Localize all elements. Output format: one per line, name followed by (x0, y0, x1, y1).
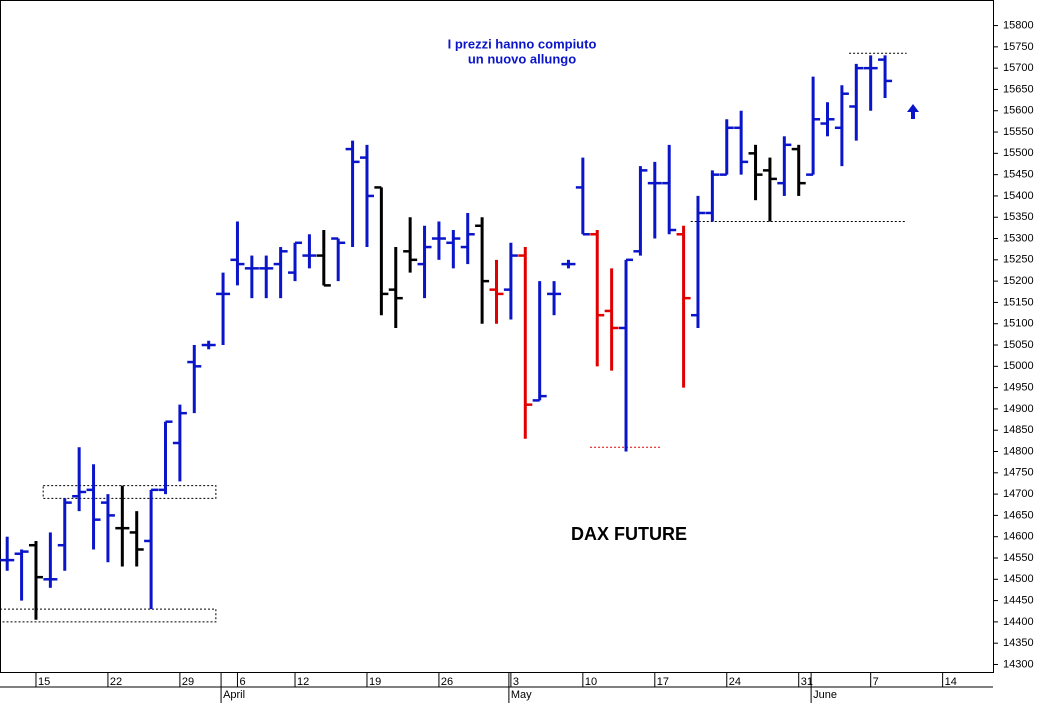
y-tick-label: 14650 (1003, 509, 1034, 521)
x-tick-label: 14 (945, 676, 957, 688)
x-tick-label: 29 (182, 676, 194, 688)
x-tick-label: 26 (441, 676, 453, 688)
x-tick-label: 3 (513, 676, 519, 688)
y-tick-label: 14550 (1003, 552, 1034, 564)
x-tick-label: 17 (657, 676, 669, 688)
y-tick-label: 15000 (1003, 360, 1034, 372)
y-tick-label: 14400 (1003, 616, 1034, 628)
y-tick-label: 15700 (1003, 62, 1034, 74)
y-tick-label: 14850 (1003, 424, 1034, 436)
x-tick-label: 6 (239, 676, 245, 688)
y-tick-label: 14900 (1003, 403, 1034, 415)
y-tick-label: 15650 (1003, 83, 1034, 95)
month-label: June (813, 689, 837, 701)
y-tick-label: 15750 (1003, 41, 1034, 53)
y-tick-label: 15400 (1003, 190, 1034, 202)
y-tick-label: 15500 (1003, 147, 1034, 159)
y-tick-label: 15150 (1003, 296, 1034, 308)
y-tick-label: 14700 (1003, 488, 1034, 500)
zone (0, 608, 217, 623)
zone (42, 485, 217, 499)
y-tick-label: 14600 (1003, 531, 1034, 543)
plot-frame (0, 0, 994, 673)
x-tick-label: 24 (729, 676, 741, 688)
x-tick-label: 22 (110, 676, 122, 688)
y-tick-label: 14500 (1003, 573, 1034, 585)
y-tick-label: 15450 (1003, 169, 1034, 181)
y-tick-label: 15100 (1003, 318, 1034, 330)
x-tick-label: 12 (297, 676, 309, 688)
y-tick-label: 14950 (1003, 382, 1034, 394)
up-arrow (907, 104, 919, 119)
y-tick-label: 15800 (1003, 19, 1034, 31)
y-tick-label: 14450 (1003, 594, 1034, 606)
y-tick-label: 15050 (1003, 339, 1034, 351)
x-tick-label: 31 (801, 676, 813, 688)
month-label: May (511, 689, 532, 701)
y-tick-label: 14300 (1003, 658, 1034, 670)
y-tick-label: 15300 (1003, 232, 1034, 244)
y-tick-label: 14800 (1003, 445, 1034, 457)
y-tick-label: 15550 (1003, 126, 1034, 138)
y-tick-label: 14750 (1003, 467, 1034, 479)
x-tick-label: 19 (369, 676, 381, 688)
y-tick-label: 15250 (1003, 254, 1034, 266)
annotation: un nuovo allungo (468, 51, 576, 66)
y-tick-label: 15600 (1003, 105, 1034, 117)
x-tick-label: 10 (585, 676, 597, 688)
y-tick-label: 15350 (1003, 211, 1034, 223)
x-tick-label: 7 (873, 676, 879, 688)
x-tick-label: 15 (38, 676, 50, 688)
annotation: I prezzi hanno compiuto (448, 36, 597, 51)
y-tick-label: 15200 (1003, 275, 1034, 287)
chart-title: DAX FUTURE (571, 524, 687, 544)
y-tick-label: 14350 (1003, 637, 1034, 649)
month-label: April (223, 689, 245, 701)
